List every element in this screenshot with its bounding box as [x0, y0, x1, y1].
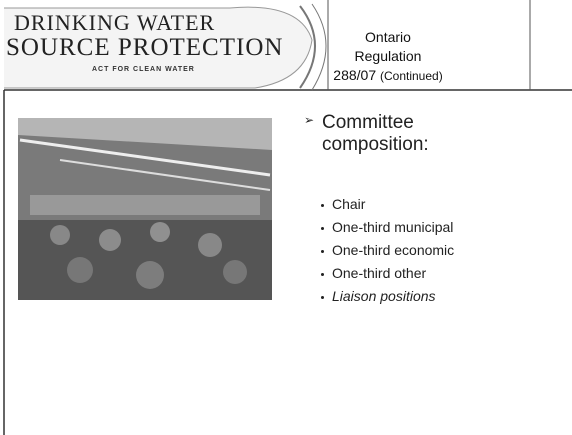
- bullet-item: One-third economic: [318, 242, 454, 265]
- logo-tagline: ACT FOR CLEAN WATER: [92, 66, 195, 73]
- slide-title: Ontario Regulation 288/07 (Continued): [333, 28, 443, 86]
- bullet-item: One-third municipal: [318, 219, 454, 242]
- bullet-item: Chair: [318, 196, 454, 219]
- slide-frame: [0, 0, 572, 435]
- title-number: 288/07: [333, 67, 376, 83]
- title-line: Ontario Regulation: [333, 28, 443, 66]
- slide: {"header":{"logo_line1":"DRINKING WATER"…: [0, 0, 572, 435]
- title-line: 288/07 (Continued): [333, 66, 443, 86]
- bullet-item: Liaison positions: [318, 288, 454, 311]
- bullet-list: Chair One-third municipal One-third econ…: [318, 196, 454, 311]
- bullet-heading: Committee composition:: [322, 112, 522, 156]
- logo-line: SOURCE PROTECTION: [6, 34, 283, 62]
- photo: [18, 118, 272, 300]
- title-note: (Continued): [380, 69, 443, 83]
- bullet-item: One-third other: [318, 265, 454, 288]
- logo-line: DRINKING WATER: [14, 10, 215, 36]
- arrow-bullet: ➢: [304, 113, 314, 127]
